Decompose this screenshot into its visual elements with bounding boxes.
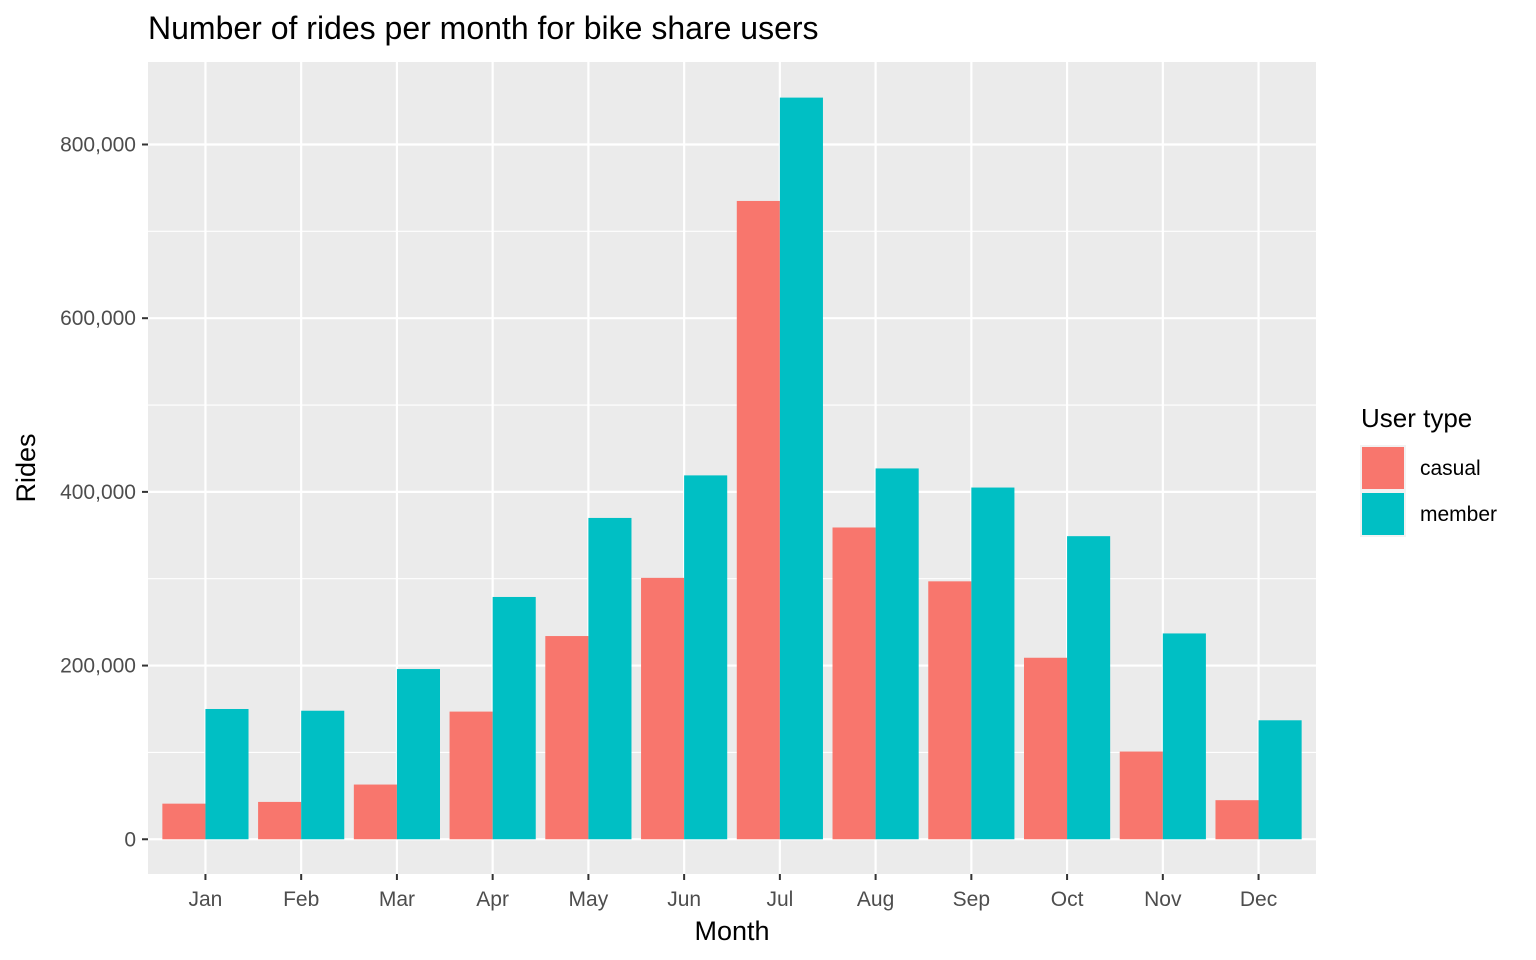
x-tick-label: Apr [476,888,509,911]
y-tick-label: 600,000 [60,307,136,330]
x-tick-label: Dec [1240,888,1277,911]
bar-casual-feb [258,801,302,840]
bar-casual-aug [832,527,876,840]
y-tick-label: 0 [124,828,136,851]
bar-casual-jul [736,200,780,840]
bar-member-jun [684,475,728,840]
x-tick-label: Mar [379,888,415,911]
y-tick-label: 400,000 [60,481,136,504]
bar-casual-mar [353,784,397,840]
x-axis: Jan Feb Mar Apr May Jun Jul Aug Sep Oct Nov Dec [189,874,1277,911]
y-tick-label: 200,000 [60,655,136,678]
bar-casual-nov [1119,751,1163,840]
y-axis: 0 200,000 400,000 600,000 800,000 [60,134,148,851]
legend-swatch-member [1362,493,1404,535]
bar-casual-dec [1215,800,1259,840]
y-tick-label: 800,000 [60,134,136,157]
bar-member-oct [1067,536,1111,840]
bar-casual-jan [162,803,206,840]
legend-swatch-casual [1362,447,1404,489]
bar-casual-may [545,636,589,840]
bar-member-sep [971,487,1015,840]
chart-title: Number of rides per month for bike share… [148,10,819,46]
bar-member-nov [1162,633,1206,840]
x-tick-label: Jan [189,888,223,911]
legend-label-member: member [1420,503,1497,526]
bar-casual-oct [1024,657,1068,840]
bars [162,97,1302,840]
x-tick-label: Oct [1051,888,1084,911]
bar-member-mar [396,669,440,840]
x-tick-label: Jul [766,888,793,911]
x-tick-label: Feb [283,888,319,911]
bar-member-dec [1258,720,1302,840]
x-tick-label: Aug [857,888,894,911]
x-axis-title: Month [694,916,769,946]
x-tick-label: Jun [667,888,701,911]
bar-member-aug [875,468,919,840]
bar-member-jan [205,708,249,840]
bar-member-feb [301,710,345,840]
x-tick-label: May [569,888,609,911]
legend-label-casual: casual [1420,457,1481,480]
legend-title: User type [1361,403,1472,433]
bar-member-jul [779,97,823,840]
bar-casual-jun [641,577,685,840]
legend: User type casual member [1360,403,1497,537]
x-tick-label: Sep [953,888,990,911]
x-tick-label: Nov [1144,888,1182,911]
bar-casual-sep [928,581,972,840]
y-axis-title: Rides [11,433,41,502]
bar-member-apr [492,596,536,840]
bar-casual-apr [449,711,493,840]
bar-member-may [588,517,632,840]
